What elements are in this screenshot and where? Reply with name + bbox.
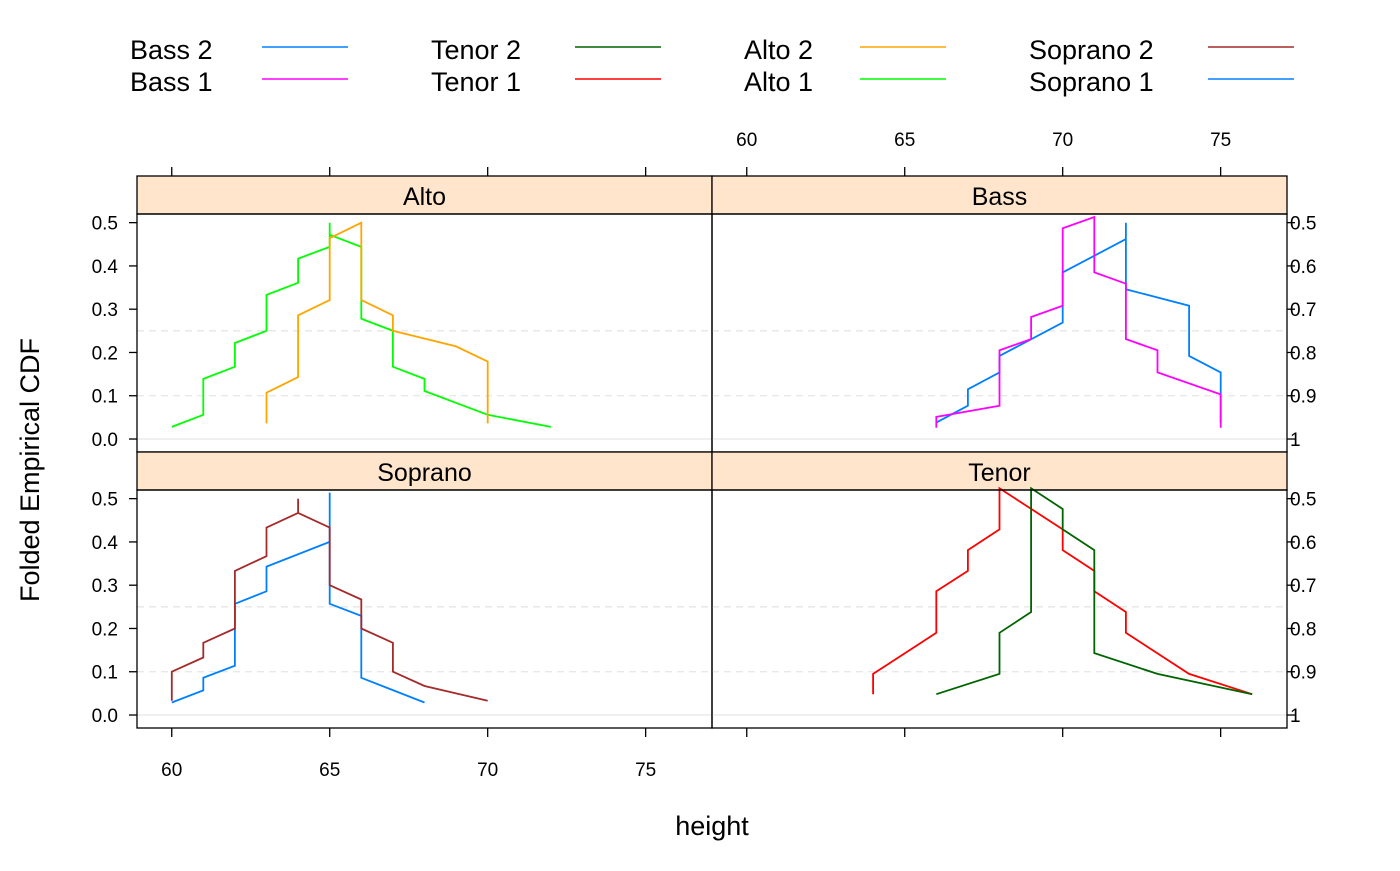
series-line-alto-1 xyxy=(171,222,552,428)
y-tick-label-left: 0.1 xyxy=(92,663,118,684)
legend-label-bass-1: Bass 1 xyxy=(130,67,213,97)
legend-label-tenor-1: Tenor 1 xyxy=(431,67,521,97)
series-line-tenor-2 xyxy=(936,486,1253,696)
legend-label-bass-2: Bass 2 xyxy=(130,35,213,65)
x-axis-title: height xyxy=(675,811,749,841)
y-tick-label-right: 1 xyxy=(1290,430,1301,451)
y-tick-label-right: 0.5 xyxy=(1290,490,1316,511)
strip-soprano xyxy=(136,451,713,491)
strip-label-alto: Alto xyxy=(403,183,446,211)
panel-frame xyxy=(711,489,1288,729)
y-tick-label-left: 0.4 xyxy=(92,533,119,554)
y-tick-label-left: 0.3 xyxy=(92,300,118,321)
y-tick-label-right: 0.8 xyxy=(1290,343,1316,364)
y-tick-label-right: 0.9 xyxy=(1290,663,1316,684)
y-tick-label-left: 0.3 xyxy=(92,576,118,597)
x-tick-label-top: 75 xyxy=(1210,130,1231,151)
y-tick-label-left: 0.2 xyxy=(92,619,118,640)
panel-bass: Bass xyxy=(711,175,1288,453)
series-line-soprano-1 xyxy=(171,492,425,704)
y-tick-label-right: 0.6 xyxy=(1290,533,1316,554)
panel-frame xyxy=(136,489,713,729)
y-tick-label-left: 0.0 xyxy=(92,706,118,727)
y-tick-label-right: 0.6 xyxy=(1290,257,1316,278)
panel-frame xyxy=(136,213,713,453)
y-tick-label-right: 0.5 xyxy=(1290,214,1316,235)
y-tick-label-right: 0.7 xyxy=(1290,576,1316,597)
legend-label-tenor-2: Tenor 2 xyxy=(431,35,521,65)
series-line-alto-2 xyxy=(265,221,489,424)
axes: 0.0 0.1 0.2 0.3 0.4 0.5 1 0.9 0.8 0.7 0.6 0.5 0.0 0.1… xyxy=(92,130,1317,781)
x-tick-label-bottom: 60 xyxy=(161,760,182,781)
legend-label-soprano-2: Soprano 2 xyxy=(1029,35,1154,65)
y-tick-label-left: 0.2 xyxy=(92,343,118,364)
strip-tenor xyxy=(711,451,1288,491)
x-tick-label-top: 70 xyxy=(1052,130,1073,151)
panel-alto: Alto xyxy=(136,175,713,453)
y-tick-label-right: 0.7 xyxy=(1290,300,1316,321)
strip-bass xyxy=(711,175,1288,215)
y-tick-label-left: 0.4 xyxy=(92,257,119,278)
strip-label-bass: Bass xyxy=(972,183,1028,211)
y-tick-label-right: 1 xyxy=(1290,706,1301,727)
strip-label-soprano: Soprano xyxy=(377,459,472,487)
x-tick-label-bottom: 70 xyxy=(477,760,498,781)
y-tick-label-left: 0.0 xyxy=(92,430,118,451)
y-tick-label-right: 0.9 xyxy=(1290,387,1316,408)
legend-label-soprano-1: Soprano 1 xyxy=(1029,67,1154,97)
strip-label-tenor: Tenor xyxy=(968,459,1031,487)
y-tick-label-left: 0.1 xyxy=(92,387,118,408)
y-tick-label-right: 0.8 xyxy=(1290,619,1316,640)
x-tick-label-top: 65 xyxy=(894,130,915,151)
panel-soprano: Soprano xyxy=(136,451,713,729)
y-tick-label-left: 0.5 xyxy=(92,214,118,235)
panel-frame xyxy=(711,213,1288,453)
series-line-bass-2 xyxy=(935,222,1222,424)
legend-label-alto-2: Alto 2 xyxy=(744,35,813,65)
x-tick-label-top: 60 xyxy=(736,130,757,151)
series-line-bass-1 xyxy=(935,215,1222,428)
panels: Alto Bass Soprano Tenor xyxy=(136,175,1288,729)
panel-tenor: Tenor xyxy=(711,451,1288,729)
x-tick-label-bottom: 75 xyxy=(635,760,656,781)
legend-label-alto-1: Alto 1 xyxy=(744,67,813,97)
series-line-soprano-2 xyxy=(170,498,488,702)
x-tick-label-bottom: 65 xyxy=(319,760,340,781)
y-axis-title: Folded Empirical CDF xyxy=(15,338,45,602)
y-tick-label-left: 0.5 xyxy=(92,490,118,511)
